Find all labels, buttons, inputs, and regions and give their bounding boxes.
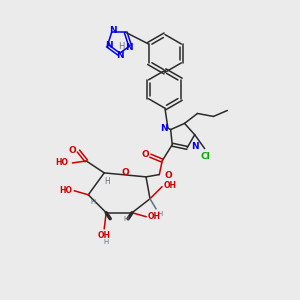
Text: H: H — [157, 211, 162, 217]
Text: HO: HO — [56, 158, 68, 167]
Text: OH: OH — [148, 212, 161, 221]
Text: Cl: Cl — [201, 152, 211, 160]
Text: O: O — [142, 150, 149, 159]
Text: N: N — [106, 41, 113, 50]
Text: OH: OH — [164, 181, 177, 190]
Text: H: H — [90, 199, 95, 205]
Text: N: N — [125, 43, 133, 52]
Text: H: H — [103, 238, 109, 244]
Text: H: H — [124, 216, 129, 222]
Text: OH: OH — [98, 231, 111, 240]
Text: O: O — [164, 171, 172, 180]
Text: N: N — [109, 26, 116, 35]
Text: O: O — [121, 168, 129, 177]
Text: H: H — [118, 42, 124, 51]
Text: N: N — [160, 124, 168, 133]
Text: O: O — [68, 146, 76, 154]
Text: N: N — [191, 142, 199, 152]
Text: H: H — [104, 177, 110, 186]
Text: N: N — [116, 51, 124, 60]
Text: HO: HO — [59, 186, 72, 195]
